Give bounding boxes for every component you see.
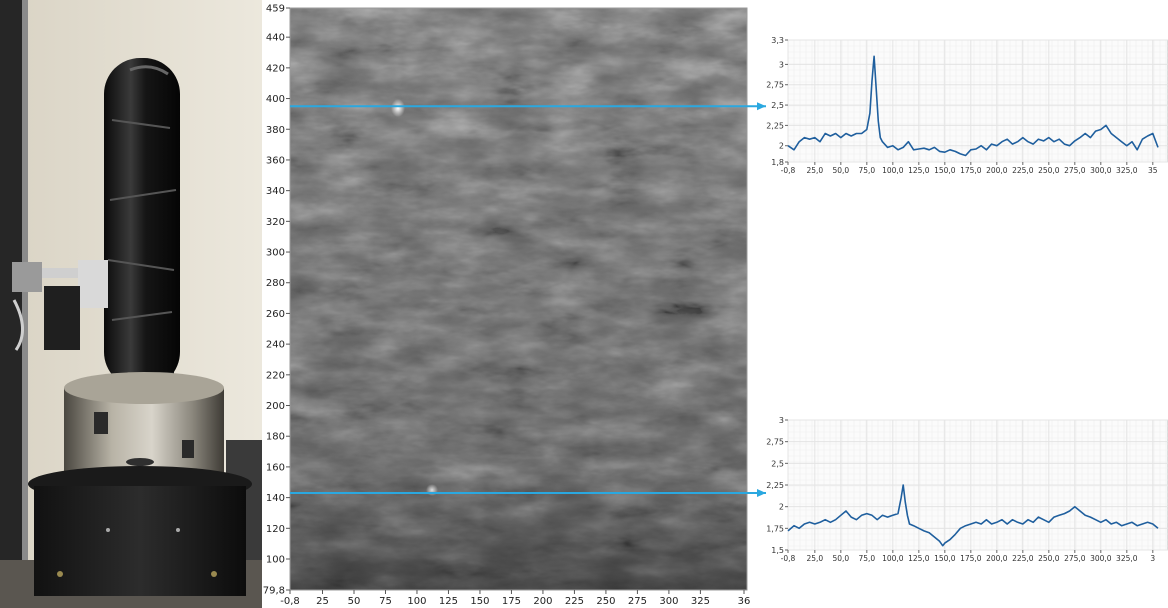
clamp-arm — [12, 260, 108, 351]
scan-x-tick-label: 325 — [691, 596, 710, 607]
chart-x-tick-label: 50,0 — [832, 166, 849, 175]
scan-y-tick-label: 260 — [266, 309, 285, 320]
scan-y-tick-label: 180 — [266, 432, 285, 443]
chart-x-tick-label: 125,0 — [908, 554, 930, 563]
scan-y-tick-label: 340 — [266, 186, 285, 197]
chart-x-tick-label: 225,0 — [1012, 166, 1034, 175]
chart-y-tick-label: 3 — [779, 60, 784, 69]
scan-y-tick-label: 420 — [266, 63, 285, 74]
scan-y-tick-label: 280 — [266, 278, 285, 289]
scan-y-tick-label: 400 — [266, 94, 285, 105]
hot-spot-upper — [391, 99, 405, 117]
chart-x-tick-label: 125,0 — [908, 166, 930, 175]
chart-x-tick-label: 200,0 — [986, 166, 1008, 175]
chart-x-tick-label: 250,0 — [1038, 554, 1060, 563]
chart-y-tick-label: 3 — [779, 416, 784, 425]
chart-x-tick-label: 225,0 — [1012, 554, 1034, 563]
scan-x-tick-label: 125 — [439, 596, 458, 607]
machine-frame — [0, 0, 22, 608]
chart-series-line — [787, 55, 1159, 157]
profile-chart-upper: 3,3 3 2,75 2,5 2,25 2 1,8-0,8 25,0 50,0 75,0 100,0… — [766, 36, 1168, 175]
scan-y-tick-label: 440 — [266, 33, 285, 44]
chart-x-tick-label: -0,8 — [781, 554, 796, 563]
chart-series-line — [787, 484, 1159, 547]
chart-y-tick-label: 2,75 — [766, 438, 784, 447]
chart-x-tick-label: 3 — [1150, 554, 1155, 563]
chart-x-tick-label: 25,0 — [806, 166, 823, 175]
chart-x-tick-label: -0,8 — [781, 166, 796, 175]
pressure-vessel — [104, 58, 180, 392]
motor-base — [28, 466, 252, 596]
chart-y-tick-label: 2,75 — [766, 81, 784, 90]
chart-y-tick-label: 1,8 — [771, 158, 784, 167]
scan-y-tick-label: 300 — [266, 248, 285, 259]
chart-y-tick-label: 3,3 — [771, 36, 784, 45]
chart-y-tick-label: 2,5 — [771, 459, 784, 468]
chart-x-tick-label: 150,0 — [934, 166, 956, 175]
scan-y-tick-label: 380 — [266, 125, 285, 136]
scan-y-tick-label: 360 — [266, 155, 285, 166]
chart-x-tick-label: 175,0 — [960, 554, 982, 563]
chart-x-tick-label: 75,0 — [858, 554, 875, 563]
scan-x-tick-label: 36 — [738, 596, 751, 607]
scan-y-tick-label: 79,8 — [263, 586, 285, 597]
scan-x-tick-label: 300 — [659, 596, 678, 607]
scan-y-tick-label: 140 — [266, 493, 285, 504]
chart-x-tick-label: 325,0 — [1116, 554, 1138, 563]
chart-x-tick-label: 100,0 — [882, 554, 904, 563]
chart-x-tick-label: 300,0 — [1090, 554, 1112, 563]
scan-y-tick-label: 160 — [266, 462, 285, 473]
scan-x-tick-label: 50 — [348, 596, 361, 607]
profile-chart-lower: 3 2,75 2,5 2,25 2 1,75 1,5-0,8 25,0 50,0 75,0 100,… — [766, 416, 1168, 563]
chart-y-tick-label: 2,5 — [771, 101, 784, 110]
scan-y-tick-label: 120 — [266, 524, 285, 535]
scan-x-tick-label: 225 — [565, 596, 584, 607]
scan-x-tick-label: 100 — [407, 596, 426, 607]
scan-y-tick-label: 200 — [266, 401, 285, 412]
chart-x-tick-label: 35 — [1148, 166, 1158, 175]
scan-y-tick-label: 100 — [266, 554, 285, 565]
scan-image-panel: 459 440 420 400 380 360 340 320 300 280 260 240 220 2… — [262, 0, 752, 608]
scan-x-tick-label: 150 — [470, 596, 489, 607]
scan-x-tick-label: 275 — [628, 596, 647, 607]
scan-x-axis: -0,8 25 50 75 100 125 150 175 200 225 250 275 300 325… — [280, 590, 750, 607]
scan-y-tick-label: 220 — [266, 370, 285, 381]
chart-x-tick-label: 150,0 — [934, 554, 956, 563]
hot-spot-lower — [426, 484, 438, 496]
scan-y-tick-label: 240 — [266, 340, 285, 351]
scan-x-tick-label: 75 — [379, 596, 392, 607]
scan-y-axis: 459 440 420 400 380 360 340 320 300 280 260 240 220 2… — [263, 4, 290, 597]
chart-y-tick-label: 2 — [779, 503, 784, 512]
scan-y-tick-label: 459 — [266, 4, 285, 15]
chart-x-tick-label: 250,0 — [1038, 166, 1060, 175]
chart-x-tick-label: 25,0 — [806, 554, 823, 563]
chart-x-tick-label: 50,0 — [832, 554, 849, 563]
scan-image — [289, 7, 748, 591]
scan-x-tick-label: 200 — [533, 596, 552, 607]
chart-x-tick-label: 200,0 — [986, 554, 1008, 563]
chart-y-tick-label: 2,25 — [766, 481, 784, 490]
chart-x-tick-label: 325,0 — [1116, 166, 1138, 175]
chart-x-tick-label: 275,0 — [1064, 166, 1086, 175]
scan-x-tick-label: 175 — [502, 596, 521, 607]
chart-x-tick-label: 175,0 — [960, 166, 982, 175]
chart-y-tick-label: 1,75 — [766, 524, 784, 533]
chart-x-tick-label: 275,0 — [1064, 554, 1086, 563]
chart-y-tick-label: 2 — [779, 142, 784, 151]
chart-x-tick-label: 100,0 — [882, 166, 904, 175]
scan-x-tick-label: 25 — [316, 596, 329, 607]
scan-x-tick-label: -0,8 — [280, 596, 300, 607]
specimen-photo — [0, 0, 262, 608]
chart-y-tick-label: 1,5 — [771, 546, 784, 555]
chart-x-tick-label: 300,0 — [1090, 166, 1112, 175]
chart-y-tick-label: 2,25 — [766, 121, 784, 130]
chart-x-tick-label: 75,0 — [858, 166, 875, 175]
chart-grid — [787, 419, 1168, 551]
scan-x-tick-label: 250 — [596, 596, 615, 607]
scan-y-tick-label: 320 — [266, 217, 285, 228]
